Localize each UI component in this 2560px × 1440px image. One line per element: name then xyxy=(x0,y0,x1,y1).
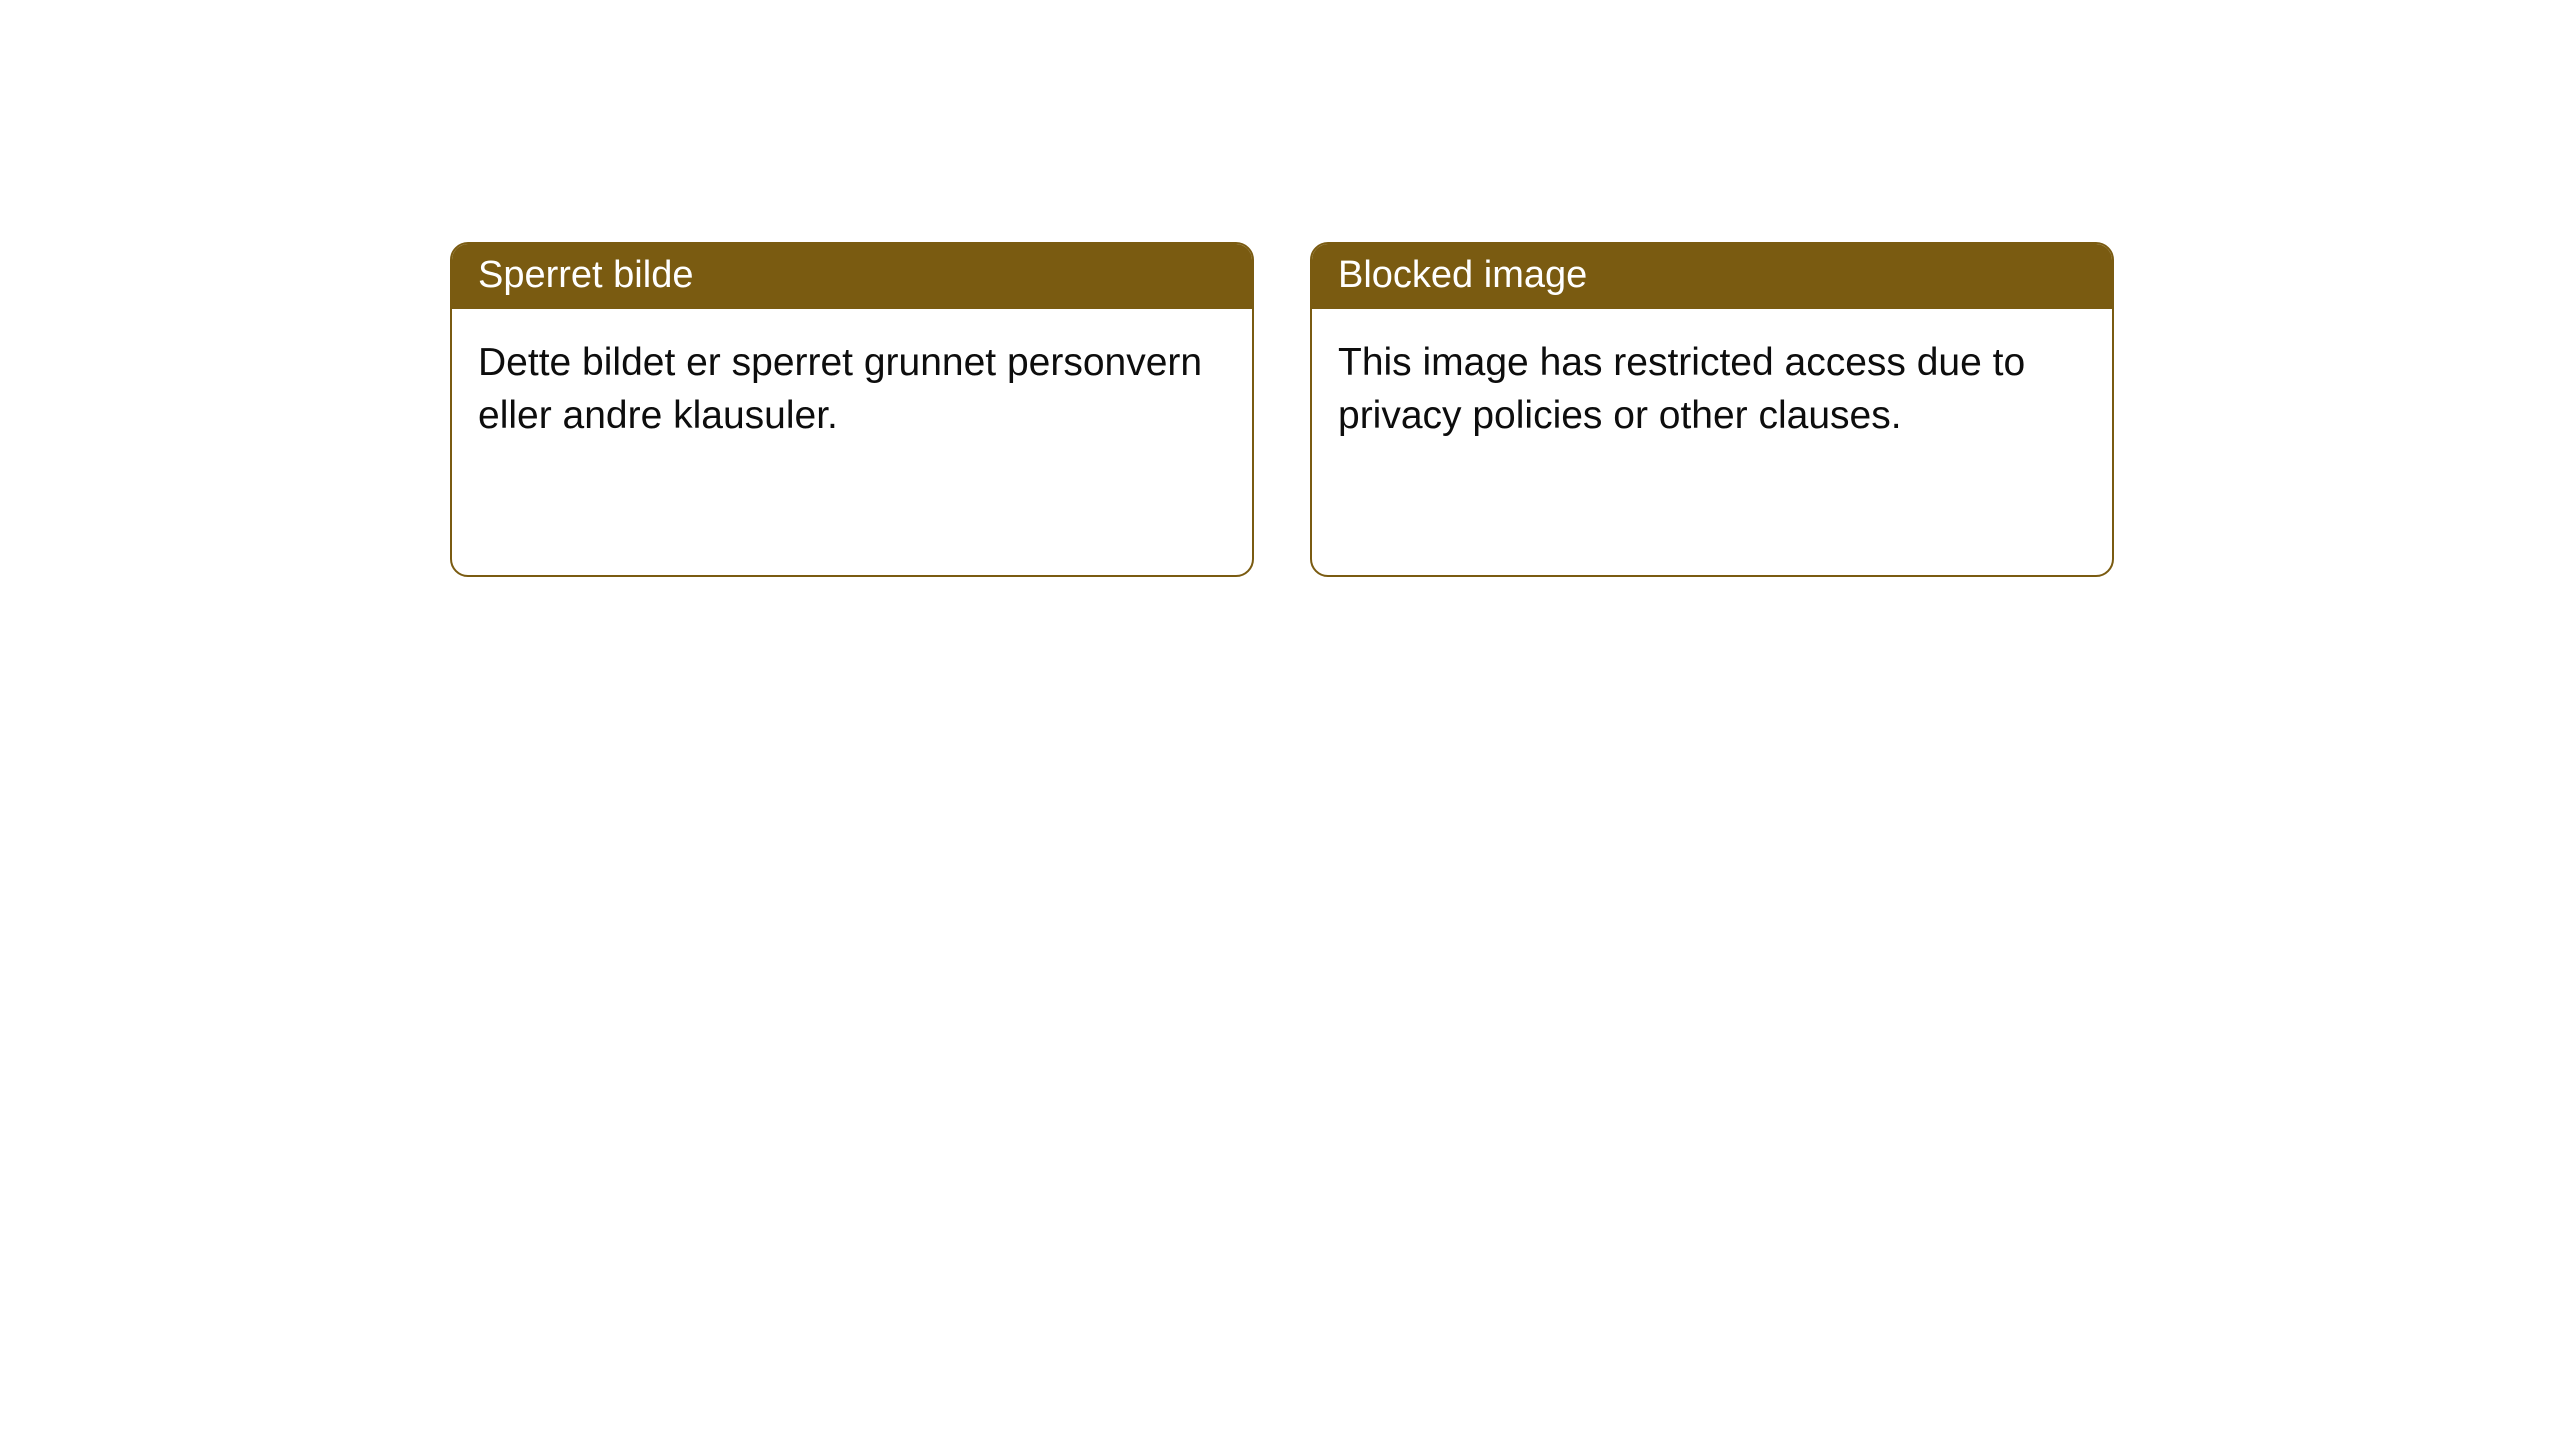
card-title: Sperret bilde xyxy=(452,244,1252,309)
card-title: Blocked image xyxy=(1312,244,2112,309)
card-body-text: This image has restricted access due to … xyxy=(1312,309,2112,470)
blocked-card-norwegian: Sperret bilde Dette bildet er sperret gr… xyxy=(450,242,1254,577)
card-body-text: Dette bildet er sperret grunnet personve… xyxy=(452,309,1252,470)
blocked-card-english: Blocked image This image has restricted … xyxy=(1310,242,2114,577)
blocked-image-notices: Sperret bilde Dette bildet er sperret gr… xyxy=(450,242,2114,577)
